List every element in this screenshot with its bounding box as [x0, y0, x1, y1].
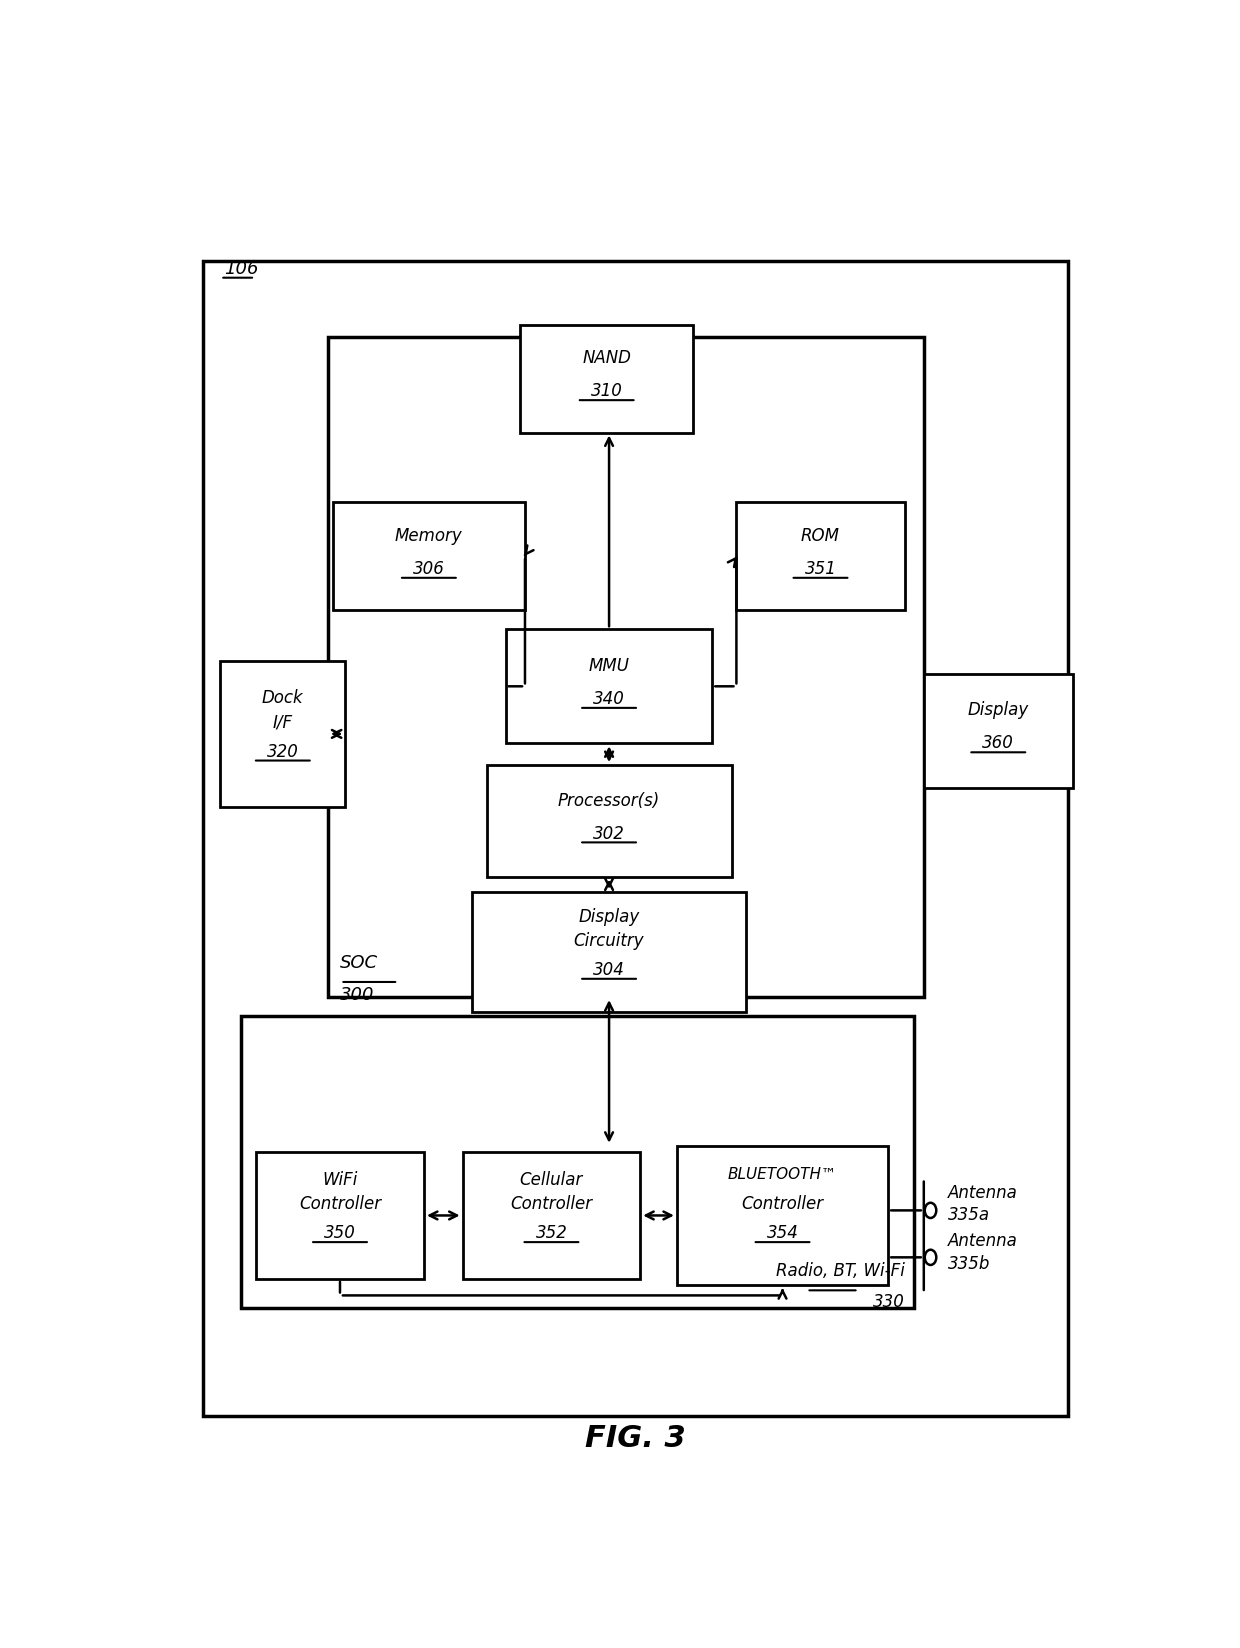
Text: Antenna: Antenna — [947, 1231, 1018, 1249]
Bar — [463, 1152, 640, 1279]
Text: Controller: Controller — [511, 1195, 593, 1213]
Text: Display: Display — [578, 908, 640, 926]
Text: Display: Display — [967, 702, 1029, 720]
Text: 306: 306 — [413, 560, 445, 578]
Text: I/F: I/F — [273, 714, 293, 732]
Text: 340: 340 — [593, 691, 625, 709]
Text: Processor(s): Processor(s) — [558, 791, 660, 809]
Text: WiFi: WiFi — [322, 1172, 357, 1188]
Text: 106: 106 — [224, 260, 259, 279]
Bar — [255, 1152, 424, 1279]
Bar — [327, 338, 924, 997]
Text: Memory: Memory — [396, 527, 463, 545]
Text: FIG. 3: FIG. 3 — [585, 1424, 686, 1454]
Text: MMU: MMU — [589, 658, 630, 676]
Text: 300: 300 — [340, 986, 374, 1004]
Bar — [521, 325, 693, 432]
Circle shape — [925, 1249, 936, 1266]
Circle shape — [925, 1203, 936, 1218]
Text: NAND: NAND — [583, 349, 631, 368]
Text: 304: 304 — [593, 961, 625, 979]
Text: 350: 350 — [324, 1224, 356, 1243]
Text: 330: 330 — [873, 1294, 904, 1310]
Text: Controller: Controller — [299, 1195, 381, 1213]
Text: 360: 360 — [982, 735, 1014, 753]
Bar — [221, 661, 345, 808]
Text: SOC: SOC — [340, 954, 378, 972]
Text: 302: 302 — [593, 824, 625, 842]
Bar — [677, 1145, 888, 1285]
Text: 354: 354 — [766, 1224, 799, 1243]
Text: Cellular: Cellular — [520, 1172, 583, 1188]
Text: Controller: Controller — [742, 1195, 823, 1213]
Bar — [332, 503, 525, 610]
Text: 335b: 335b — [947, 1254, 991, 1272]
Text: Circuitry: Circuitry — [574, 931, 645, 949]
Text: Antenna: Antenna — [947, 1183, 1018, 1201]
Text: 310: 310 — [590, 382, 622, 400]
Text: Dock: Dock — [262, 689, 304, 707]
Text: 335a: 335a — [947, 1206, 990, 1224]
Text: BLUETOOTH™: BLUETOOTH™ — [728, 1167, 837, 1182]
Bar — [486, 765, 732, 877]
Bar — [737, 503, 905, 610]
Bar — [506, 630, 712, 743]
Text: 351: 351 — [805, 560, 837, 578]
Text: ROM: ROM — [801, 527, 839, 545]
Bar — [472, 892, 746, 1012]
Bar — [242, 1017, 914, 1309]
Text: 320: 320 — [267, 743, 299, 761]
Text: Radio, BT, Wi-Fi: Radio, BT, Wi-Fi — [776, 1262, 904, 1280]
Bar — [924, 674, 1073, 788]
Text: 352: 352 — [536, 1224, 568, 1243]
